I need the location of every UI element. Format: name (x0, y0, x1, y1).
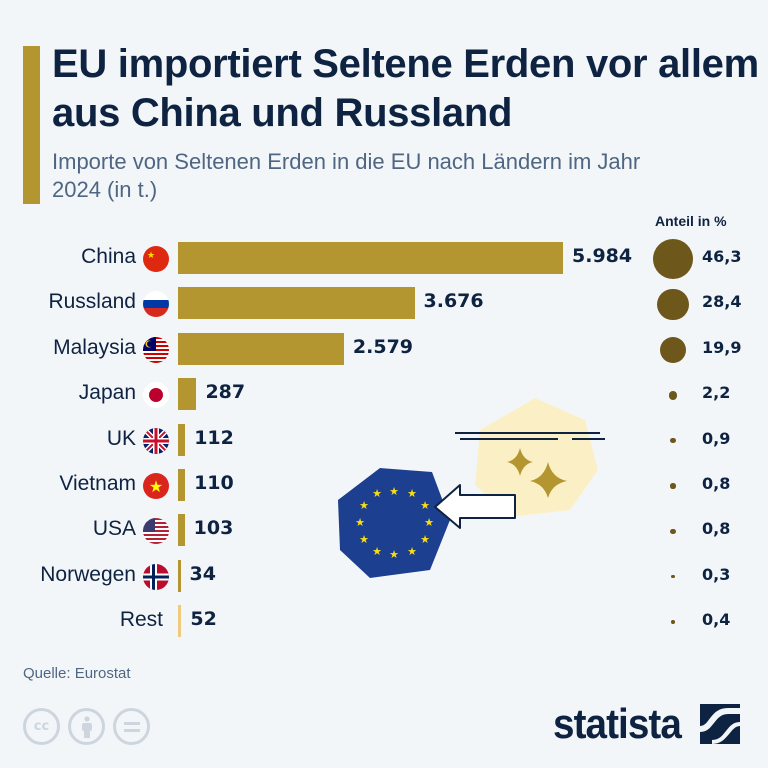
statista-wordmark: statista (553, 700, 682, 747)
svg-text:★: ★ (420, 533, 430, 546)
chart-row: Vietnam ★ 110 0,8 (0, 466, 768, 506)
malaysia-flag-icon (143, 336, 169, 363)
share-value: 0,8 (702, 474, 731, 493)
china-flag-icon: ★ (143, 246, 169, 272)
uk-flag-icon (143, 427, 169, 454)
share-value: 46,3 (702, 247, 742, 266)
country-label: China (81, 245, 136, 268)
title-accent-bar (23, 46, 40, 204)
eu-flag-hexagon (338, 468, 450, 578)
statista-logo[interactable]: statista (553, 700, 741, 748)
svg-text:★: ★ (355, 516, 365, 529)
bar[interactable] (178, 332, 344, 365)
bar-value-label: 5.984 (572, 245, 633, 267)
bar-value-label: 110 (194, 472, 234, 494)
bar[interactable] (178, 514, 185, 547)
chart-row: Russland 3.676 28,4 (0, 284, 768, 324)
svg-text:★: ★ (149, 477, 163, 496)
bar[interactable] (178, 469, 186, 501)
share-bubble (657, 288, 689, 321)
japan-flag-icon (143, 382, 169, 409)
bar[interactable] (178, 423, 186, 456)
share-value: 2,2 (702, 383, 731, 403)
svg-text:★: ★ (372, 545, 382, 558)
country-label: Malaysia (53, 335, 136, 359)
source-note: Quelle: Eurostat (23, 665, 131, 682)
eu-stars-icon: ★ ★ ★ ★ ★ ★ ★ ★ ★ ★ ★ ★ (355, 485, 434, 561)
usa-flag-icon (143, 518, 169, 545)
svg-text:★: ★ (407, 545, 417, 558)
share-bubble (668, 390, 678, 400)
svg-text:★: ★ (147, 251, 155, 261)
bar-value-label: 287 (205, 381, 246, 404)
share-bubble (671, 620, 675, 625)
bar-value-label: 3.676 (423, 290, 484, 313)
bar[interactable] (178, 242, 563, 274)
country-label: UK (106, 426, 136, 450)
share-value: 0,8 (702, 519, 731, 539)
country-label: Japan (78, 381, 136, 405)
chart-row: Malaysia 2.579 19,9 (0, 330, 768, 370)
no-derivatives-icon[interactable] (113, 708, 150, 745)
vietnam-flag-icon: ★ (143, 473, 169, 499)
country-label: Vietnam (59, 472, 136, 495)
country-label: USA (92, 517, 136, 541)
share-value: 19,9 (702, 337, 742, 357)
svg-text:★: ★ (389, 485, 399, 498)
svg-text:★: ★ (389, 548, 399, 561)
country-label: Norwegen (40, 562, 136, 586)
svg-text:★: ★ (424, 516, 434, 529)
sparkle-hexagon-shape (475, 398, 598, 517)
chart-row: China ★ 5.984 46,3 (0, 239, 768, 279)
bar[interactable] (178, 559, 181, 592)
sparkle-icon (507, 448, 533, 476)
bar-value-label: 112 (194, 426, 234, 449)
chart-row: Norwegen 34 0,3 (0, 557, 768, 597)
share-bubble (670, 528, 676, 534)
chart-row: Japan 287 2,2 (0, 375, 768, 415)
chart-title: EU importiert Seltene Erden vor allem au… (52, 42, 759, 135)
attribution-icon[interactable] (68, 708, 105, 745)
chart-row: Rest 52 0,4 (0, 602, 768, 642)
bar-value-label: 2.579 (352, 335, 414, 358)
share-bubble (671, 575, 675, 579)
share-value: 28,4 (702, 292, 742, 312)
arrow-left-icon (434, 484, 516, 529)
bar[interactable] (178, 287, 415, 320)
eu-import-illustration: ★ ★ ★ ★ ★ ★ ★ ★ ★ ★ ★ ★ (338, 398, 605, 578)
bar[interactable] (178, 605, 182, 638)
bar-value-label: 52 (190, 608, 217, 631)
svg-text:★: ★ (359, 499, 369, 512)
cc-icon[interactable]: cc (23, 708, 60, 745)
share-value: 0,4 (702, 610, 731, 630)
license-icons: cc (23, 708, 150, 745)
sparkle-icon (530, 462, 567, 498)
chart-row: USA 103 0,8 (0, 511, 768, 551)
russia-flag-icon (143, 291, 169, 318)
share-column-header: Anteil in % (655, 213, 727, 229)
share-value: 0,3 (702, 564, 731, 584)
svg-text:★: ★ (359, 533, 369, 546)
svg-text:★: ★ (372, 487, 382, 500)
share-value: 0,9 (702, 428, 731, 448)
share-bubble (653, 239, 693, 279)
share-bubble (659, 336, 687, 363)
svg-text:★: ★ (420, 499, 430, 512)
bar-value-label: 34 (189, 562, 216, 585)
chart-row: UK 112 0,9 (0, 421, 768, 461)
bar-value-label: 103 (193, 517, 234, 540)
bar[interactable] (178, 378, 197, 411)
svg-text:★: ★ (407, 487, 417, 500)
share-bubble (670, 483, 676, 489)
norway-flag-icon (143, 563, 169, 590)
country-label: Russland (48, 290, 136, 314)
chart-subtitle: Importe von Seltenen Erden in die EU nac… (52, 149, 641, 202)
country-label: Rest (119, 608, 163, 632)
share-bubble (670, 437, 676, 444)
statista-logo-icon (700, 704, 741, 744)
